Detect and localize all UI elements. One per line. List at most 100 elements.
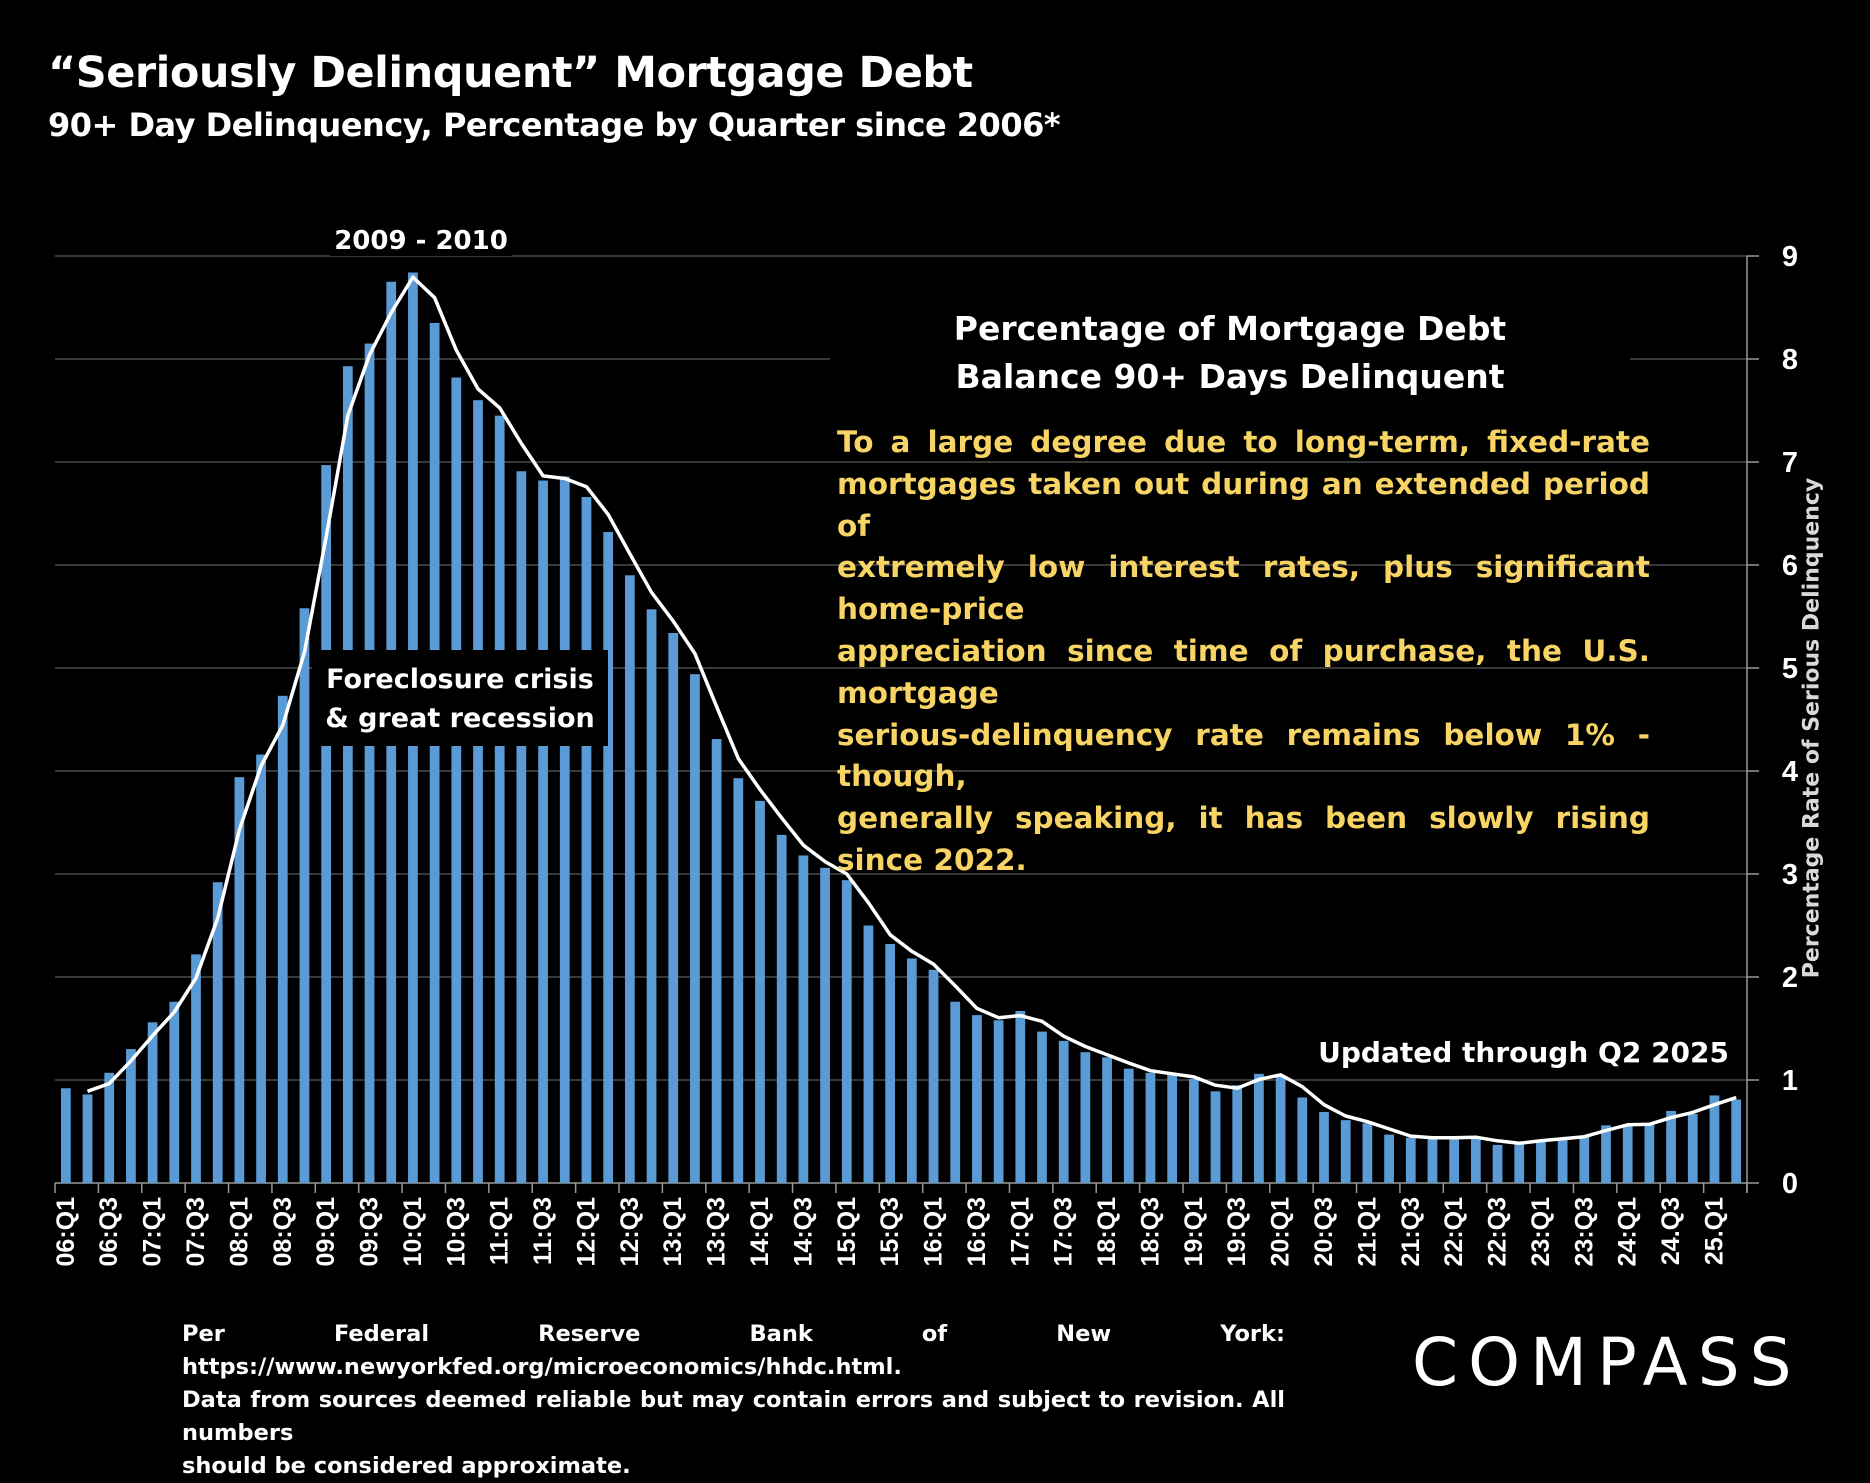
compass-logo: COMPASS (1412, 1324, 1802, 1401)
x-tick-label: 13:Q3 (703, 1197, 731, 1266)
footer-source: Per Federal Reserve Bank of New York: ht… (182, 1318, 1285, 1483)
paragraph-line: mortgages taken out during an extended p… (837, 466, 1650, 543)
bar-17:Q2 (1037, 1031, 1047, 1183)
x-tick-label: 13:Q1 (659, 1197, 687, 1267)
explanation-paragraph: To a large degree due to long-term, fixe… (837, 422, 1650, 882)
y-axis-label: Percentage Rate of Serious Delinquency (1799, 477, 1825, 979)
footer-line2: Data from sources deemed reliable but ma… (182, 1387, 1285, 1446)
crisis-annotation: Foreclosure crisis & great recession (312, 650, 608, 746)
bar-15:Q4 (906, 958, 917, 1183)
bar-17:Q4 (1080, 1052, 1091, 1183)
y-tick-label: 6 (1782, 550, 1798, 582)
paragraph-line: To a large degree due to long-term, fixe… (837, 425, 1650, 459)
crisis-line2: & great recession (325, 703, 595, 734)
bar-15:Q2 (863, 925, 874, 1183)
bar-15:Q3 (885, 944, 896, 1183)
x-tick-label: 23:Q1 (1527, 1197, 1555, 1267)
bar-16:Q4 (993, 1020, 1004, 1183)
bar-20:Q3 (1319, 1111, 1329, 1183)
y-tick-label: 1 (1782, 1065, 1798, 1097)
bar-11:Q4 (559, 476, 570, 1183)
x-tick-label: 16:Q1 (920, 1197, 948, 1267)
y-tick-label: 9 (1782, 241, 1798, 273)
bar-23:Q2 (1557, 1137, 1568, 1183)
paragraph-line: extremely low interest rates, plus signi… (837, 550, 1650, 627)
bar-18:Q1 (1102, 1057, 1112, 1183)
bar-22:Q2 (1470, 1136, 1481, 1183)
bar-16:Q2 (950, 1001, 961, 1183)
bar-13:Q4 (733, 778, 744, 1183)
x-tick-label: 12:Q3 (616, 1197, 644, 1266)
bar-12:Q4 (646, 609, 657, 1183)
x-tick-label: 10:Q3 (442, 1197, 470, 1266)
x-tick-label: 11:Q1 (486, 1197, 514, 1265)
bar-09:Q3 (364, 343, 375, 1183)
x-tick-label: 11:Q3 (529, 1197, 557, 1265)
y-tick-label: 8 (1782, 344, 1798, 376)
bar-23:Q4 (1601, 1125, 1611, 1183)
x-tick-label: 24.Q3 (1657, 1197, 1685, 1265)
bar-24:Q3 (1666, 1110, 1676, 1183)
bar-06:Q4 (126, 1049, 136, 1183)
bar-19:Q1 (1188, 1078, 1199, 1183)
x-tick-label: 17:Q3 (1050, 1197, 1078, 1266)
updated-note: Updated through Q2 2025 (1318, 1036, 1729, 1069)
bar-23:Q3 (1579, 1135, 1590, 1183)
x-tick-label: 08:Q1 (225, 1197, 253, 1267)
bar-12:Q3 (624, 575, 635, 1183)
y-tick-label: 3 (1782, 859, 1798, 891)
bar-18:Q3 (1145, 1072, 1156, 1183)
bar-17:Q3 (1058, 1040, 1069, 1183)
bar-22:Q3 (1492, 1144, 1503, 1183)
x-tick-label: 16:Q3 (963, 1197, 991, 1266)
bar-14:Q1 (755, 800, 765, 1183)
bar-09:Q1 (321, 465, 332, 1184)
y-tick-label: 7 (1782, 447, 1798, 479)
bar-12:Q2 (603, 532, 614, 1183)
bar-13:Q3 (711, 739, 722, 1183)
y-tick-label: 2 (1782, 962, 1798, 994)
bar-06:Q3 (104, 1072, 115, 1183)
bar-chart: 0 1 2 3 4 5 6 7 8 9 06:Q1 06:Q3 07:Q1 07:Q3 08:Q1 08:Q3… (52, 241, 1798, 1267)
bar-07:Q2 (169, 1001, 180, 1183)
bar-19:Q3 (1232, 1085, 1243, 1183)
x-tick-label: 24:Q1 (1614, 1197, 1642, 1267)
bar-10:Q4 (473, 400, 483, 1183)
bar-08:Q2 (256, 754, 266, 1183)
y-tick-label: 0 (1782, 1168, 1798, 1200)
bar-16:Q1 (928, 969, 939, 1183)
bar-15:Q1 (841, 880, 852, 1183)
x-tick-label: 20:Q3 (1310, 1197, 1338, 1266)
x-tick-label: 22:Q1 (1440, 1197, 1468, 1267)
bar-07:Q3 (191, 954, 201, 1183)
bar-10:Q3 (451, 377, 462, 1183)
bar-13:Q1 (668, 632, 679, 1183)
bar-07:Q4 (212, 882, 223, 1183)
bar-24:Q1 (1622, 1124, 1633, 1183)
bar-22:Q1 (1449, 1137, 1460, 1183)
bar-11:Q3 (538, 480, 548, 1183)
x-tick-label: 07:Q3 (182, 1197, 210, 1266)
bar-17:Q1 (1015, 1010, 1026, 1183)
x-tick-label: 25.Q1 (1700, 1197, 1728, 1265)
bar-24:Q4 (1687, 1113, 1698, 1183)
bar-09:Q2 (342, 366, 353, 1184)
peak-annotation: 2009 - 2010 (330, 226, 512, 256)
bar-14:Q4 (820, 867, 830, 1183)
bar-20:Q1 (1275, 1075, 1286, 1183)
bar-20:Q2 (1297, 1097, 1308, 1183)
x-tick-label: 06:Q1 (52, 1197, 80, 1267)
bar-20:Q4 (1340, 1120, 1351, 1183)
bar-11:Q2 (516, 471, 527, 1183)
footer-line3: should be considered approximate. (182, 1453, 631, 1479)
x-tick-label: 17:Q1 (1006, 1197, 1034, 1267)
x-tick-label: 14:Q1 (746, 1197, 774, 1267)
bar-21:Q1 (1362, 1123, 1373, 1183)
x-tick-label: 23:Q3 (1570, 1197, 1598, 1266)
bar-19:Q2 (1210, 1091, 1221, 1183)
bar-23:Q1 (1536, 1139, 1546, 1183)
x-tick-label: 18:Q1 (1093, 1197, 1121, 1267)
x-tick-label: 07:Q1 (139, 1197, 167, 1267)
bar-19:Q4 (1254, 1073, 1264, 1183)
bar-21:Q4 (1427, 1137, 1438, 1183)
